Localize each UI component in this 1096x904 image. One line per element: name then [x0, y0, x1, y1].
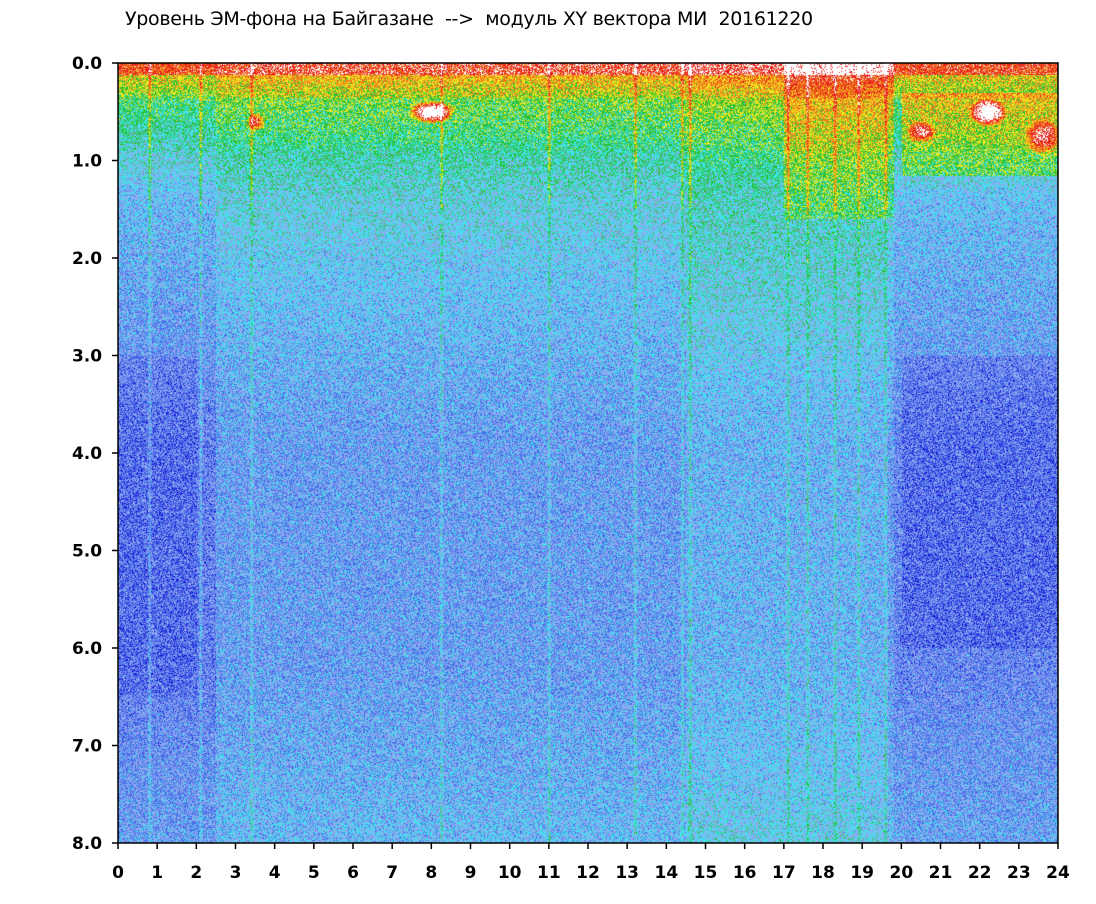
x-tick-label: 4	[269, 863, 281, 883]
x-tick-label: 16	[733, 863, 757, 883]
x-tick-label: 5	[308, 863, 320, 883]
x-tick-label: 15	[694, 863, 718, 883]
y-tick-label: 1.0	[72, 152, 102, 172]
x-tick-label: 19	[850, 863, 874, 883]
x-tick-label: 10	[498, 863, 522, 883]
y-tick-label: 5.0	[72, 542, 102, 562]
y-tick-label: 3.0	[72, 347, 102, 367]
x-tick-label: 11	[537, 863, 561, 883]
x-tick-label: 3	[230, 863, 242, 883]
x-tick-label: 23	[1007, 863, 1031, 883]
y-axis: 0.0 1.0 2.0 3.0 4.0 5.0 6.0 7.0 8.0	[72, 54, 118, 854]
y-tick-label: 7.0	[72, 737, 102, 757]
x-tick-label: 17	[772, 863, 796, 883]
x-tick-label: 6	[347, 863, 359, 883]
chart-title: Уровень ЭМ-фона на Байгазане --> модуль …	[125, 8, 813, 30]
x-tick-label: 0	[112, 863, 124, 883]
x-tick-label: 8	[425, 863, 437, 883]
y-tick-label: 8.0	[72, 834, 102, 854]
x-tick-label: 20	[889, 863, 913, 883]
x-tick-label: 13	[615, 863, 639, 883]
x-tick-label: 18	[811, 863, 835, 883]
x-tick-label: 22	[968, 863, 992, 883]
x-tick-label: 2	[190, 863, 202, 883]
y-tick-label: 0.0	[72, 54, 102, 74]
heatmap-image	[118, 63, 1058, 843]
x-tick-label: 12	[576, 863, 600, 883]
y-tick-label: 2.0	[72, 249, 102, 269]
heatmap-area	[118, 63, 1058, 843]
y-tick-label: 6.0	[72, 639, 102, 659]
x-tick-label: 14	[654, 863, 678, 883]
x-tick-label: 1	[151, 863, 163, 883]
x-tick-label: 24	[1046, 863, 1070, 883]
y-tick-label: 4.0	[72, 444, 102, 464]
x-axis: 0 1 2 3 4 5 6 7 8 9 10 11 12 13 14 15 16 17 18 19 20 21 22 23 24	[112, 843, 1070, 883]
x-tick-label: 9	[465, 863, 477, 883]
x-tick-label: 7	[386, 863, 398, 883]
x-tick-label: 21	[929, 863, 953, 883]
